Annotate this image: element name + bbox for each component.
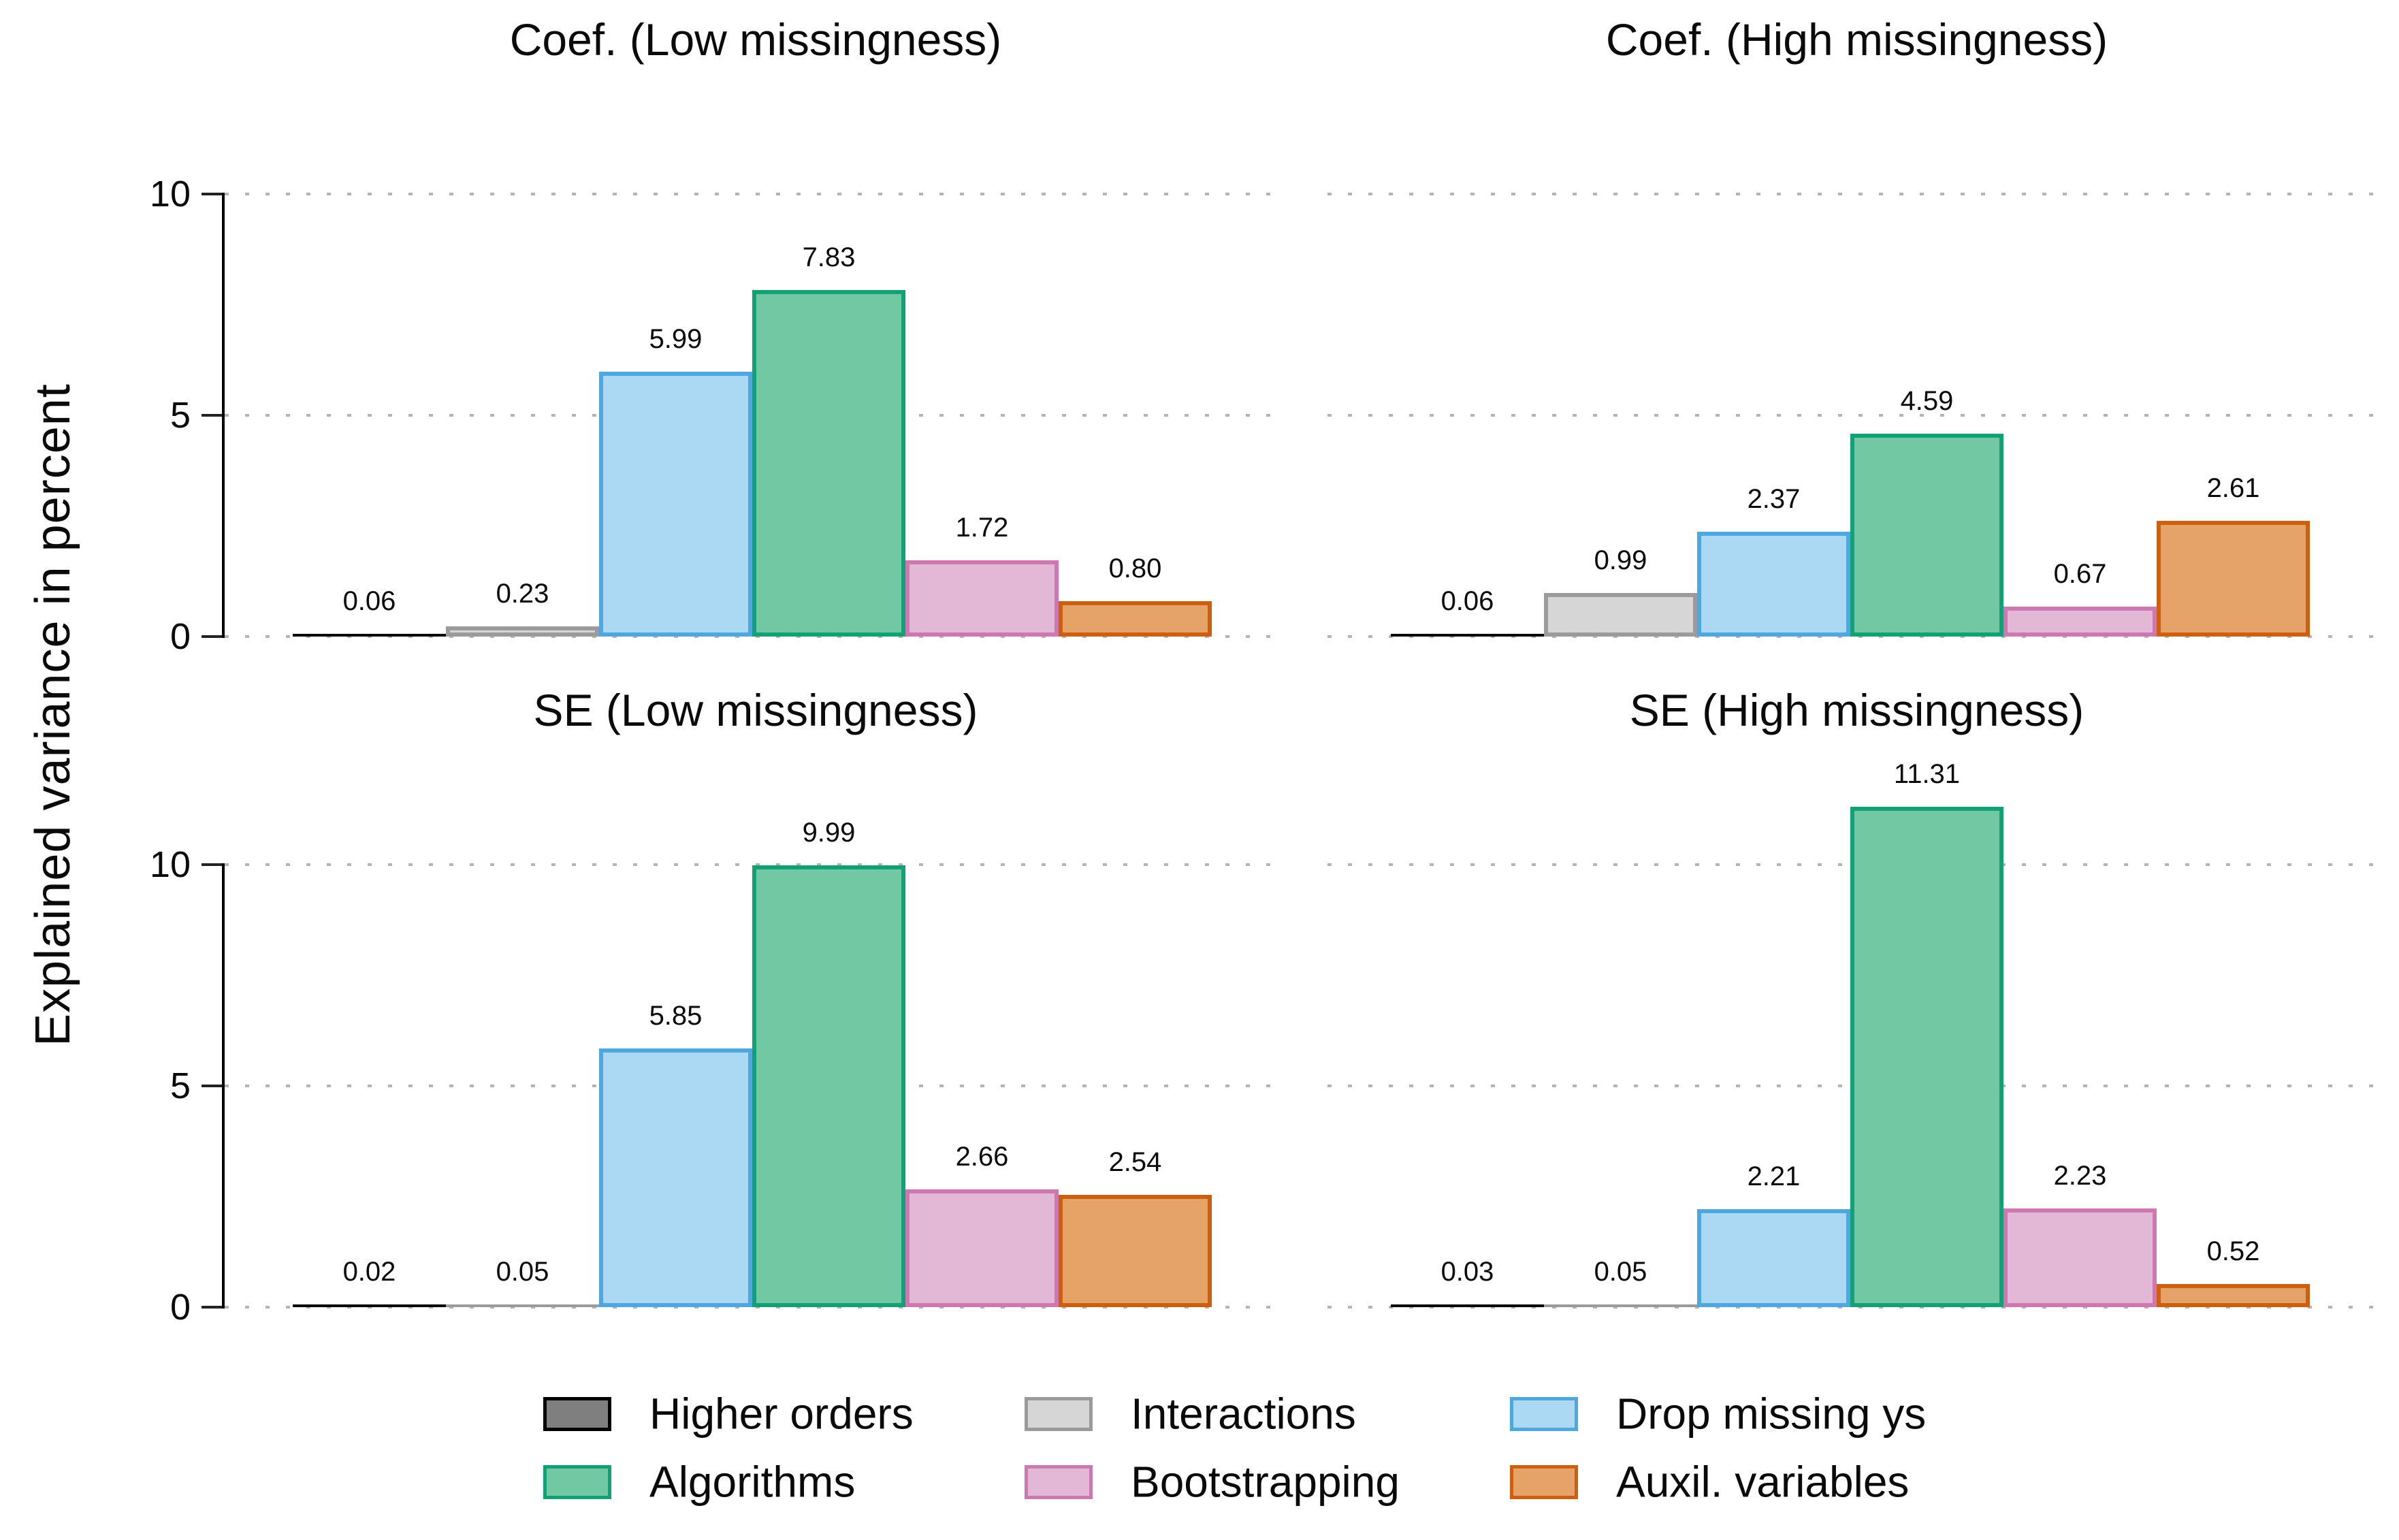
- legend-label: Drop missing ys: [1616, 1389, 1927, 1439]
- legend-label: Interactions: [1131, 1389, 1356, 1439]
- bar-value-label: 2.61: [2206, 473, 2260, 504]
- legend-swatch-higher-orders: [543, 1397, 611, 1431]
- y-tick-label-10: 10: [149, 174, 191, 214]
- bar-value-label: 0.05: [1594, 1257, 1647, 1287]
- plot-area: 0 5 10 0.02 0.05 5.85 9.99 2.66 2.54: [150, 818, 1287, 1326]
- bar-value-label: 0.02: [342, 1257, 396, 1287]
- gridline-0: [1327, 1306, 2386, 1309]
- y-tick-label-10: 10: [149, 844, 191, 885]
- panel-title: Coef. (Low missingness): [509, 14, 1002, 65]
- y-tick-5: [202, 1085, 222, 1087]
- bar-bootstrapping: [905, 1189, 1059, 1307]
- bar-value-label: 2.54: [1108, 1146, 1162, 1177]
- bar-value-label: 2.37: [1747, 483, 1801, 514]
- bar-auxil-variables: [1059, 1194, 1212, 1307]
- plot-area: 0.06 0.99 2.37 4.59 0.67 2.61: [1327, 193, 2386, 638]
- bar-value-label: 9.99: [802, 817, 856, 848]
- panel-coef-low: Coef. (Low missingness) 0 5 10 0.06 0.23 5.99…: [150, 16, 1287, 655]
- legend-swatch-drop-missing-ys: [1510, 1397, 1578, 1431]
- bar-higher-orders: [293, 1304, 446, 1307]
- bar-drop-missing-ys: [599, 371, 752, 637]
- bar-value-label: 2.21: [1747, 1161, 1801, 1192]
- y-axis-title: Explained variance in percent: [26, 383, 80, 1046]
- legend-label: Higher orders: [649, 1389, 914, 1439]
- bar-value-label: 2.66: [955, 1142, 1009, 1172]
- y-tick-label-0: 0: [170, 1287, 191, 1328]
- bar-auxil-variables: [2157, 1284, 2310, 1307]
- bar-algorithms: [1850, 433, 2003, 637]
- y-tick-label-5: 5: [170, 395, 191, 436]
- gridline-10: [225, 193, 1287, 195]
- bar-value-label: 2.23: [2053, 1161, 2107, 1191]
- y-axis-line: [222, 193, 225, 638]
- bar-auxil-variables: [2157, 521, 2310, 637]
- bar-value-label: 4.59: [1900, 385, 1954, 416]
- bar-value-label: 7.83: [802, 242, 856, 273]
- bar-value-label: 0.67: [2053, 559, 2107, 590]
- panel-se-high: SE (High missingness) 0.03 0.05 2.21 11.31 2…: [1327, 686, 2386, 1309]
- bar-interactions: [1544, 1304, 1697, 1307]
- legend-swatch-interactions: [1025, 1397, 1093, 1431]
- bar-value-label: 0.80: [1108, 554, 1162, 583]
- panel-title: Coef. (High missingness): [1605, 14, 2108, 65]
- legend-swatch-auxil-variables: [1510, 1465, 1578, 1499]
- bar-algorithms: [752, 290, 905, 637]
- bar-algorithms: [752, 865, 905, 1307]
- panel-title: SE (High missingness): [1629, 685, 2084, 735]
- bar-algorithms: [1850, 806, 2003, 1307]
- y-tick-10: [202, 193, 222, 195]
- plot-area: 0 5 10 0.06 0.23 5.99 7.83 1.72 0.80: [150, 176, 1287, 655]
- bar-value-label: 0.05: [496, 1257, 549, 1287]
- y-tick-10: [202, 863, 222, 866]
- panel-coef-high: Coef. (High missingness) 0.06 0.99 2.37 4.5…: [1327, 16, 2386, 638]
- y-tick-0: [202, 1306, 222, 1309]
- legend-label: Auxil. variables: [1616, 1457, 1910, 1507]
- bar-value-label: 5.85: [649, 1000, 703, 1031]
- bar-drop-missing-ys: [599, 1048, 752, 1307]
- gridline-0: [225, 1306, 1287, 1309]
- bar-value-label: 0.03: [1440, 1257, 1494, 1287]
- bar-drop-missing-ys: [1697, 531, 1850, 637]
- y-axis-line: [222, 863, 225, 1309]
- gridline-0: [225, 635, 1287, 638]
- bar-value-label: 0.06: [342, 586, 396, 616]
- bar-interactions: [446, 1304, 599, 1307]
- bar-value-label: 0.23: [496, 579, 549, 609]
- bar-value-label: 5.99: [649, 323, 703, 354]
- bar-value-label: 0.06: [1440, 586, 1494, 616]
- bar-interactions: [446, 626, 599, 637]
- bar-bootstrapping: [2003, 607, 2157, 637]
- bar-value-label: 0.52: [2206, 1236, 2260, 1267]
- y-tick-label-0: 0: [170, 616, 191, 657]
- bar-value-label: 11.31: [1893, 758, 1961, 789]
- gridline-0: [1327, 635, 2386, 638]
- legend-swatch-algorithms: [543, 1465, 611, 1499]
- gridline-10: [225, 863, 1287, 866]
- gridline-10: [1327, 193, 2386, 195]
- bar-bootstrapping: [2003, 1208, 2157, 1307]
- legend-label: Bootstrapping: [1131, 1457, 1400, 1507]
- bar-interactions: [1544, 592, 1697, 637]
- legend-label: Algorithms: [649, 1457, 856, 1507]
- bar-higher-orders: [1391, 1304, 1544, 1307]
- bar-higher-orders: [293, 634, 446, 637]
- panel-title: SE (Low missingness): [533, 685, 978, 735]
- bar-higher-orders: [1391, 634, 1544, 637]
- bar-bootstrapping: [905, 560, 1059, 637]
- bar-drop-missing-ys: [1697, 1209, 1850, 1307]
- bar-value-label: 1.72: [955, 513, 1009, 543]
- y-tick-label-5: 5: [170, 1065, 191, 1106]
- gridline-5: [1327, 414, 2386, 417]
- legend-swatch-bootstrapping: [1025, 1465, 1093, 1499]
- y-tick-0: [202, 635, 222, 638]
- panel-se-low: SE (Low missingness) 0 5 10 0.02 0.05 5.85 9.9…: [150, 686, 1287, 1326]
- plot-area: 0.03 0.05 2.21 11.31 2.23 0.52: [1327, 759, 2386, 1309]
- y-tick-5: [202, 414, 222, 417]
- bar-value-label: 0.99: [1594, 545, 1647, 575]
- bar-auxil-variables: [1059, 601, 1212, 637]
